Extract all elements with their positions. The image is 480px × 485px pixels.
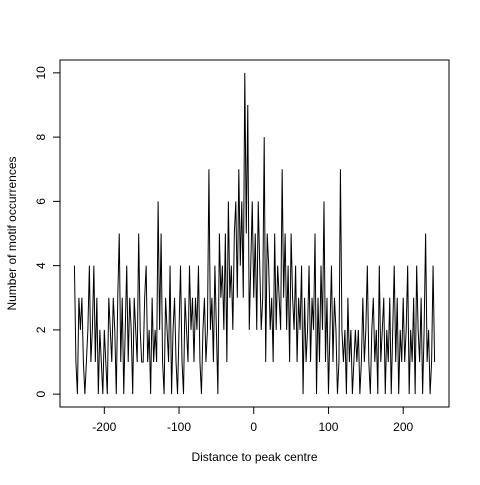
x-tick-label: -100: [167, 420, 191, 434]
y-tick-label: 4: [34, 262, 48, 269]
y-tick-label: 6: [34, 198, 48, 205]
x-tick-label: -200: [92, 420, 116, 434]
y-tick-label: 8: [34, 133, 48, 140]
x-axis-label: Distance to peak centre: [191, 450, 317, 464]
data-line: [73, 72, 436, 395]
y-tick-label: 10: [34, 66, 48, 80]
x-tick-label: 100: [318, 420, 338, 434]
y-tick-label: 2: [34, 326, 48, 333]
x-tick-label: 0: [250, 420, 257, 434]
x-tick-label: 200: [393, 420, 413, 434]
y-axis-label: Number of motif occurrences: [5, 156, 19, 310]
y-tick-label: 0: [34, 390, 48, 397]
